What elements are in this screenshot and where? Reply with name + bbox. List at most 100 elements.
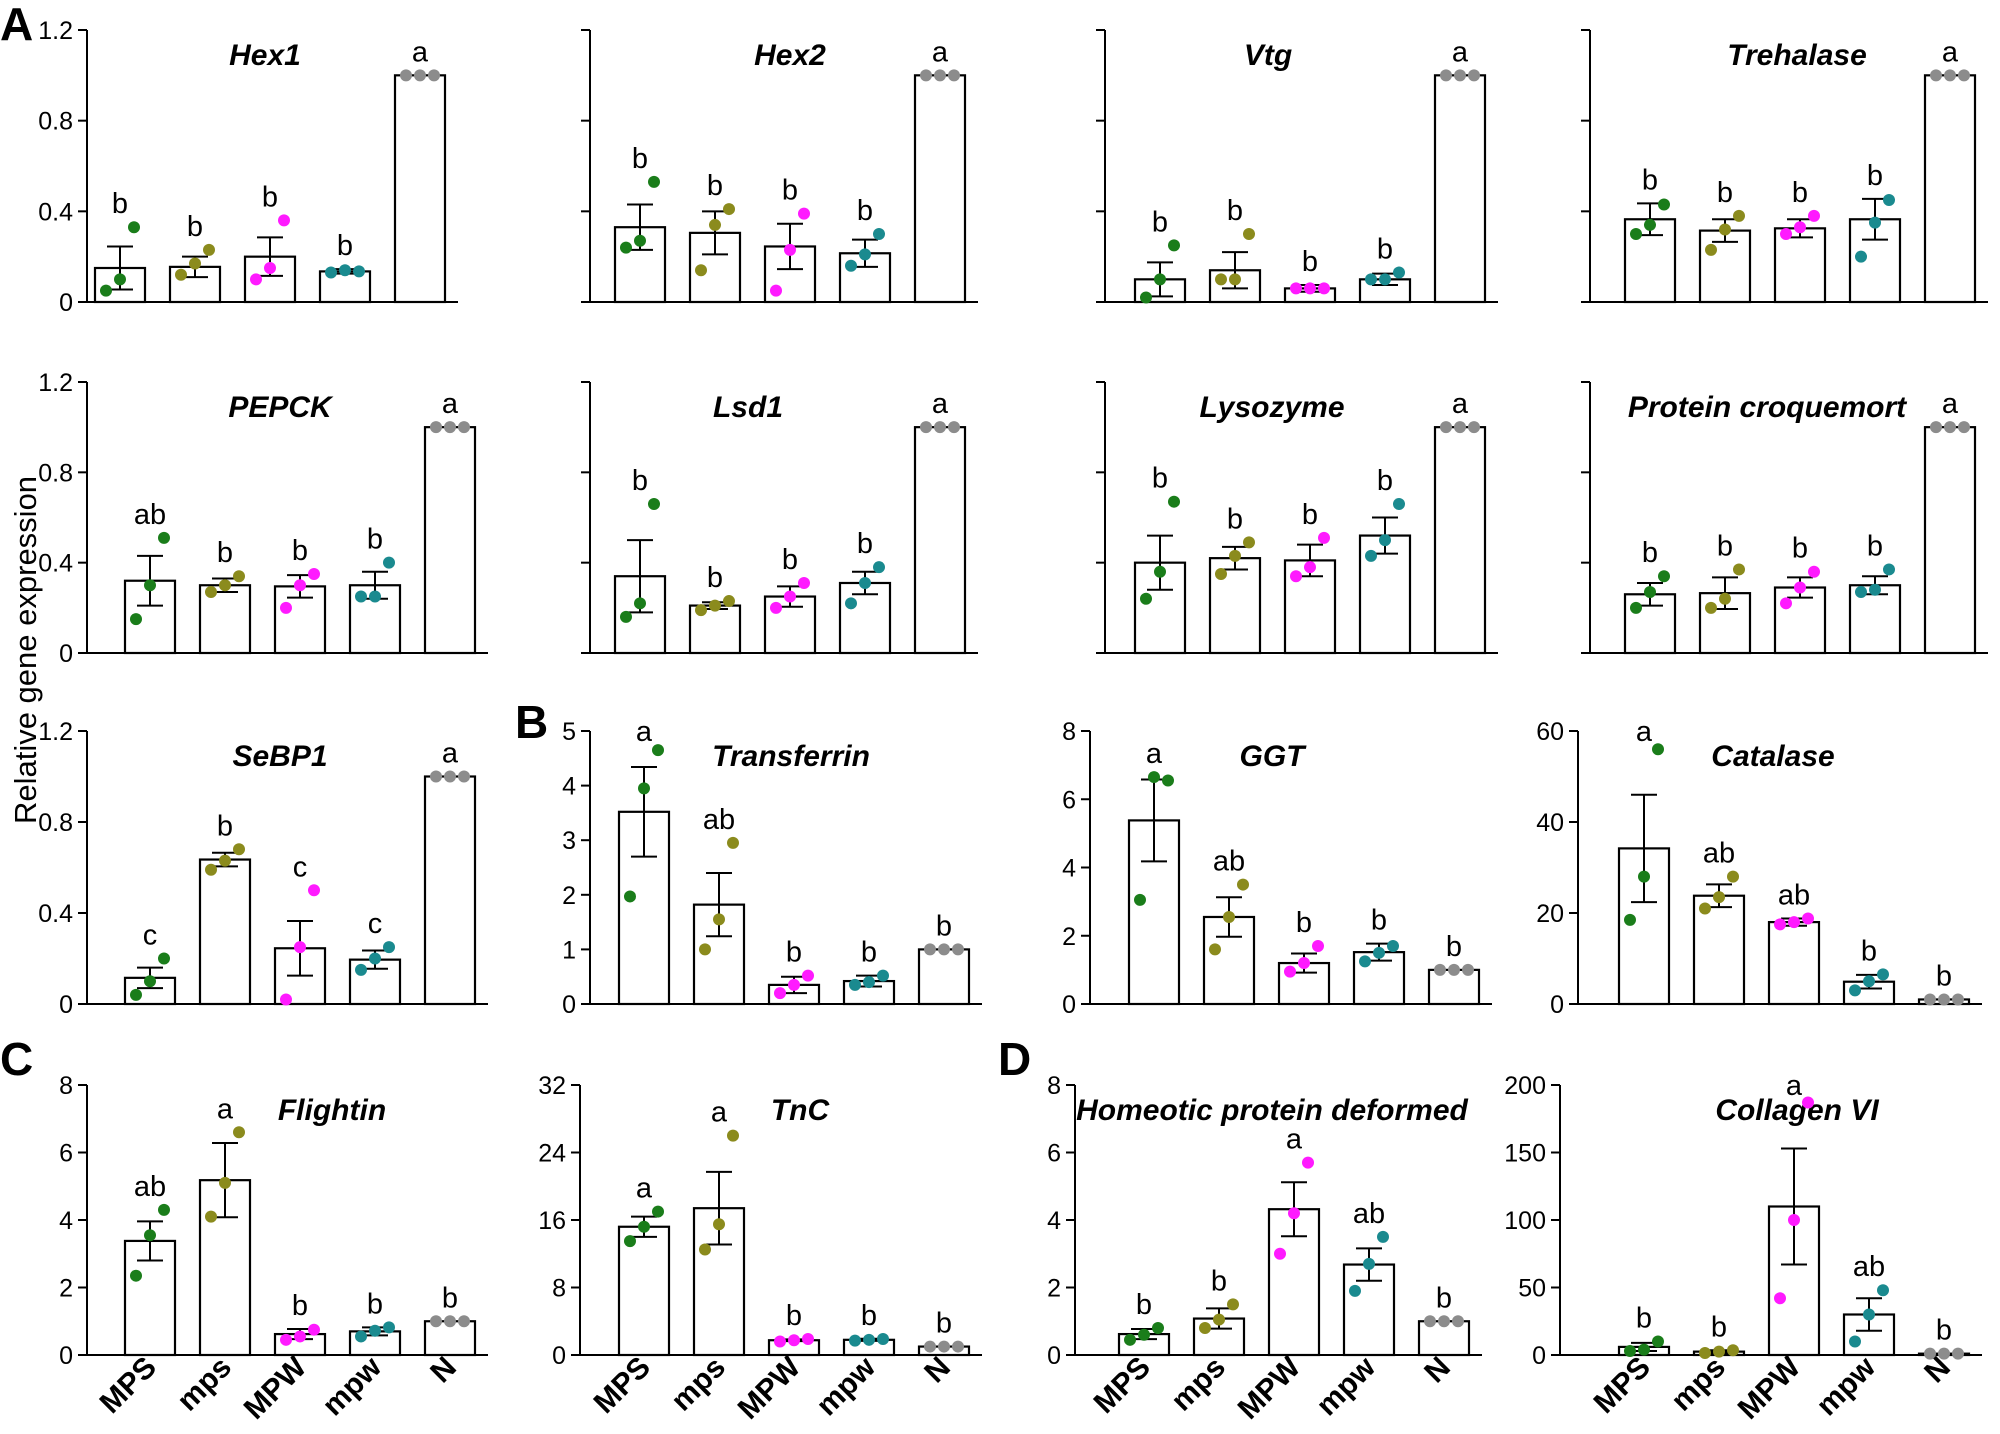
data-point <box>1365 273 1377 286</box>
data-point <box>1229 273 1241 286</box>
bar-N <box>1433 426 1487 655</box>
bar-N <box>913 426 967 655</box>
significance-letter: a <box>932 388 949 420</box>
significance-letter: b <box>1936 960 1952 992</box>
bar-N <box>423 775 477 1006</box>
significance-letter: b <box>936 1308 952 1340</box>
data-point <box>1733 209 1745 222</box>
y-tick-label: 4 <box>562 773 576 801</box>
data-point <box>1780 228 1792 240</box>
chart-tnc: TnC 0 8 16 24 32 a a b b b MPS mps MPW mpw N <box>538 1072 982 1426</box>
data-point <box>948 69 960 82</box>
data-point <box>699 943 711 956</box>
y-tick-label: 32 <box>538 1072 566 1100</box>
significance-letter: b <box>707 562 723 594</box>
data-point <box>294 579 306 592</box>
y-tick-label: 0.4 <box>38 550 73 578</box>
significance-letter: b <box>857 528 873 560</box>
significance-letter: b <box>857 195 873 227</box>
x-tick-label-MPW: MPW <box>1232 1350 1308 1426</box>
data-point <box>849 978 861 991</box>
significance-letter: b <box>1436 1282 1452 1314</box>
data-point <box>1227 1298 1239 1311</box>
data-point <box>1424 1315 1436 1328</box>
data-point <box>339 264 351 277</box>
data-point <box>430 1315 442 1328</box>
data-point <box>1379 273 1391 286</box>
significance-letter: ab <box>1353 1198 1385 1230</box>
data-point <box>1630 601 1642 614</box>
data-point <box>1462 963 1474 976</box>
significance-letter: b <box>337 230 353 262</box>
chart-title: Hex2 <box>754 39 826 72</box>
significance-letter: a <box>711 1097 728 1129</box>
data-point <box>1284 965 1296 978</box>
significance-letter: b <box>1377 234 1393 266</box>
significance-letter: a <box>1636 716 1653 748</box>
x-tick-label-N: N <box>424 1351 463 1390</box>
chart-title: Transferrin <box>712 740 870 773</box>
data-point <box>144 579 156 592</box>
data-point <box>1454 69 1466 82</box>
data-point <box>100 284 112 297</box>
data-point <box>1365 549 1377 562</box>
data-point <box>1733 563 1745 576</box>
data-point <box>414 69 426 82</box>
data-point <box>205 863 217 876</box>
bar-N <box>1923 74 1977 304</box>
significance-letter: b <box>786 1300 802 1332</box>
data-point <box>264 262 276 274</box>
data-point <box>934 69 946 82</box>
data-point <box>458 421 470 434</box>
x-tick-label-mpw: mpw <box>1310 1350 1382 1422</box>
data-point <box>1288 1207 1300 1220</box>
data-point <box>952 1340 964 1353</box>
chart-title: Homeotic protein deformed <box>1076 1094 1468 1127</box>
chart-title: Lsd1 <box>713 391 783 424</box>
y-tick-label: 2 <box>59 1275 73 1303</box>
data-point <box>144 1229 156 1242</box>
data-point <box>233 570 245 583</box>
significance-letter: b <box>1717 530 1733 562</box>
y-tick-label: 1 <box>562 936 576 964</box>
data-point <box>849 1334 861 1347</box>
significance-letter: a <box>1452 36 1469 68</box>
data-point <box>1855 586 1867 599</box>
data-point <box>383 941 395 954</box>
bar-MPS <box>617 1225 671 1357</box>
y-tick-label: 0 <box>59 1342 73 1370</box>
data-point <box>1302 1156 1314 1169</box>
data-point <box>1387 939 1399 952</box>
data-point <box>1802 912 1814 925</box>
chart-sebp1: SeBP1 0 0.4 0.8 1.2 c b c c a <box>38 718 488 1019</box>
data-point <box>1658 570 1670 583</box>
significance-letter: b <box>1867 530 1883 562</box>
data-point <box>938 1340 950 1353</box>
data-point <box>1304 282 1316 295</box>
data-point <box>788 978 800 991</box>
significance-letter: b <box>1792 533 1808 565</box>
significance-letter: a <box>1452 388 1469 420</box>
significance-letter: b <box>1792 177 1808 209</box>
chart-ggt: GGT 0 2 4 6 8 a ab b b b <box>1062 718 1492 1019</box>
data-point <box>205 1210 217 1223</box>
x-tick-label-mps: mps <box>1165 1351 1232 1418</box>
x-tick-label-MPW: MPW <box>238 1350 314 1426</box>
data-point <box>920 421 932 434</box>
significance-letter: b <box>367 1288 383 1320</box>
data-point <box>1863 975 1875 988</box>
x-tick-label-mpw: mpw <box>810 1350 882 1422</box>
data-point <box>695 604 707 617</box>
chart-lysozyme: Lysozyme b b b b a <box>1096 381 1498 655</box>
data-point <box>1243 536 1255 549</box>
y-tick-label: 1.2 <box>38 369 73 397</box>
significance-letter: b <box>442 1282 458 1314</box>
data-point <box>638 782 650 795</box>
data-point <box>859 248 871 261</box>
data-point <box>219 854 231 867</box>
significance-letter: b <box>1371 905 1387 937</box>
data-point <box>1373 946 1385 959</box>
x-tick-label-MPS: MPS <box>588 1351 657 1420</box>
significance-letter: b <box>217 810 233 842</box>
